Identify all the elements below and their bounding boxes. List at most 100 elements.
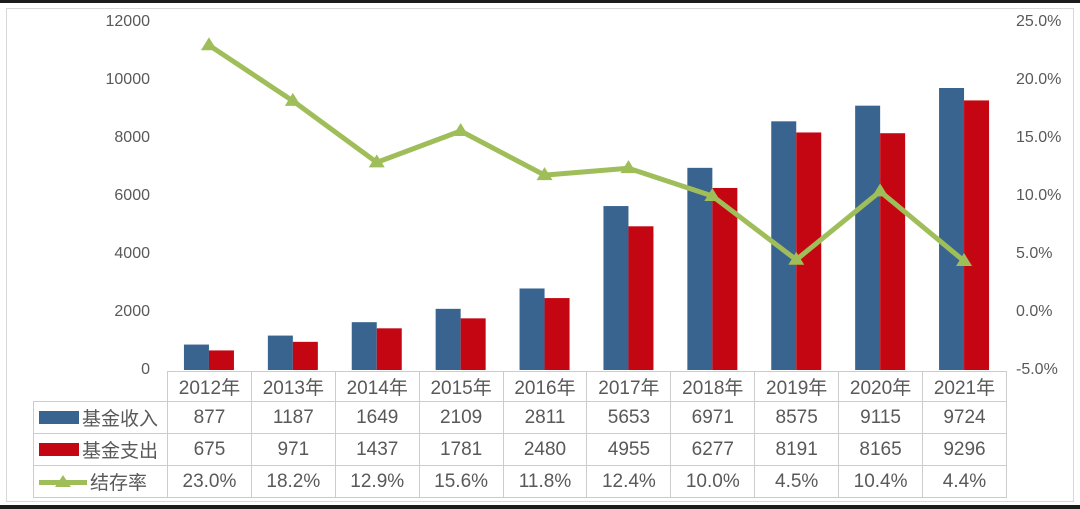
left-axis-tick-label: 10000 [105, 71, 151, 88]
series-name-label: 结存率 [90, 473, 148, 494]
left-axis-tick-label: 12000 [105, 13, 151, 30]
bottom-border-line [0, 505, 1080, 509]
category-label: 2013年 [250, 371, 336, 402]
expense-value-cell: 8165 [838, 433, 924, 466]
rate-value-cell: 11.8% [502, 465, 588, 498]
income-value-cell: 2109 [418, 401, 504, 434]
right-axis-tick-label: 10.0% [1016, 187, 1062, 204]
bar-income [435, 308, 461, 370]
expense-legend-swatch-icon [39, 443, 79, 456]
bar-income [603, 206, 629, 370]
rate-marker [200, 37, 217, 51]
income-value-cell: 1187 [250, 401, 336, 434]
left-axis-tick-label: 6000 [114, 187, 150, 204]
expense-value-cell: 2480 [502, 433, 588, 466]
bar-income [519, 288, 545, 370]
bar-income [687, 167, 713, 370]
income-value-cell: 8575 [754, 401, 840, 434]
bar-expense [544, 298, 570, 370]
chart-data-table: 2012年 2013年 2014年 2015年 2016年 2017年 2018年 2019年… [33, 371, 1007, 498]
rate-value-cell: 15.6% [418, 465, 504, 498]
rate-value-cell: 10.4% [838, 465, 924, 498]
rate-marker [788, 251, 805, 265]
right-axis-tick-label: 5.0% [1016, 245, 1053, 262]
left-axis-tick-label: 8000 [114, 129, 150, 146]
left-axis-tick-label: 4000 [114, 245, 150, 262]
legend-triangle-marker [55, 474, 71, 487]
income-value-cell: 1649 [334, 401, 420, 434]
expense-value-cell: 1437 [334, 433, 420, 466]
income-value-cell: 2811 [502, 401, 588, 434]
bar-expense [964, 100, 990, 370]
legend-cell-income: 基金收入 [33, 401, 168, 434]
rate-marker [284, 92, 301, 106]
series-name-label: 基金收入 [82, 409, 159, 430]
left-axis-tick-label: 2000 [114, 303, 150, 320]
expense-value-cell: 9296 [922, 433, 1007, 466]
income-value-cell: 6971 [670, 401, 756, 434]
series-name-label: 基金支出 [82, 441, 159, 462]
rate-line [206, 42, 967, 264]
rate-value-cell: 10.0% [670, 465, 756, 498]
bar-income [351, 322, 377, 370]
right-axis-tick-label: 0.0% [1016, 303, 1053, 320]
top-border-line [0, 0, 1080, 3]
right-axis-tick-label: 15.0% [1016, 129, 1062, 146]
bar-expense [292, 341, 318, 370]
rate-marker [704, 188, 721, 201]
right-axis-tick-label: 20.0% [1016, 71, 1062, 88]
rate-value-cell: 12.4% [586, 465, 672, 498]
table-corner-empty [34, 372, 168, 402]
legend-cell-expense: 基金支出 [33, 433, 168, 466]
legend-cell-rate: 结存率 [33, 465, 168, 498]
table-row-income: 基金收入 877 1187 1649 2109 2811 5653 6971 8575 9115 9… [33, 401, 1007, 434]
bar-income [855, 105, 881, 370]
rate-legend-line-marker-icon [39, 474, 87, 489]
income-value-cell: 5653 [586, 401, 672, 434]
bar-expense [628, 226, 654, 370]
rate-value-cell: 12.9% [334, 465, 420, 498]
bar-income [939, 88, 965, 370]
expense-value-cell: 4955 [586, 433, 672, 466]
rate-marker [368, 154, 385, 168]
bar-income [267, 335, 293, 370]
table-row-rate: 结存率 23.0% 18.2% 12.9% 15.6% 11.8% 12.4% 10.0% 4.… [33, 465, 1007, 498]
expense-value-cell: 1781 [418, 433, 504, 466]
rate-value-cell: 4.5% [754, 465, 840, 498]
rate-value-cell: 23.0% [167, 465, 252, 498]
bar-expense [880, 133, 906, 370]
left-axis-tick-label: 0 [141, 361, 150, 378]
rate-value-cell: 4.4% [922, 465, 1007, 498]
rate-value-cell: 18.2% [250, 465, 336, 498]
category-label: 2016年 [502, 371, 588, 402]
category-label: 2017年 [586, 371, 672, 402]
rate-marker [452, 123, 469, 137]
category-label: 2021年 [922, 371, 1007, 402]
category-label: 2015年 [418, 371, 504, 402]
income-value-cell: 9115 [838, 401, 924, 434]
income-value-cell: 9724 [922, 401, 1007, 434]
right-axis-tick-label: 25.0% [1016, 13, 1062, 30]
category-label: 2019年 [754, 371, 840, 402]
table-row-categories: 2012年 2013年 2014年 2015年 2016年 2017年 2018年 2019年… [34, 371, 1007, 402]
category-label: 2018年 [670, 371, 756, 402]
category-label: 2020年 [838, 371, 924, 402]
bar-expense [376, 328, 402, 370]
table-row-expense: 基金支出 675 971 1437 1781 2480 4955 6277 8191 8165 92… [33, 433, 1007, 466]
expense-value-cell: 8191 [754, 433, 840, 466]
expense-value-cell: 6277 [670, 433, 756, 466]
expense-value-cell: 675 [167, 433, 252, 466]
right-axis-tick-label: -5.0% [1016, 361, 1058, 378]
bar-expense [460, 318, 486, 370]
rate-marker [872, 183, 889, 197]
bar-expense [712, 187, 738, 370]
expense-value-cell: 971 [250, 433, 336, 466]
rate-marker [956, 252, 973, 266]
rate-marker [620, 160, 637, 174]
income-value-cell: 877 [167, 401, 252, 434]
category-label: 2014年 [334, 371, 420, 402]
bar-income [183, 344, 209, 370]
bar-expense [208, 350, 234, 370]
